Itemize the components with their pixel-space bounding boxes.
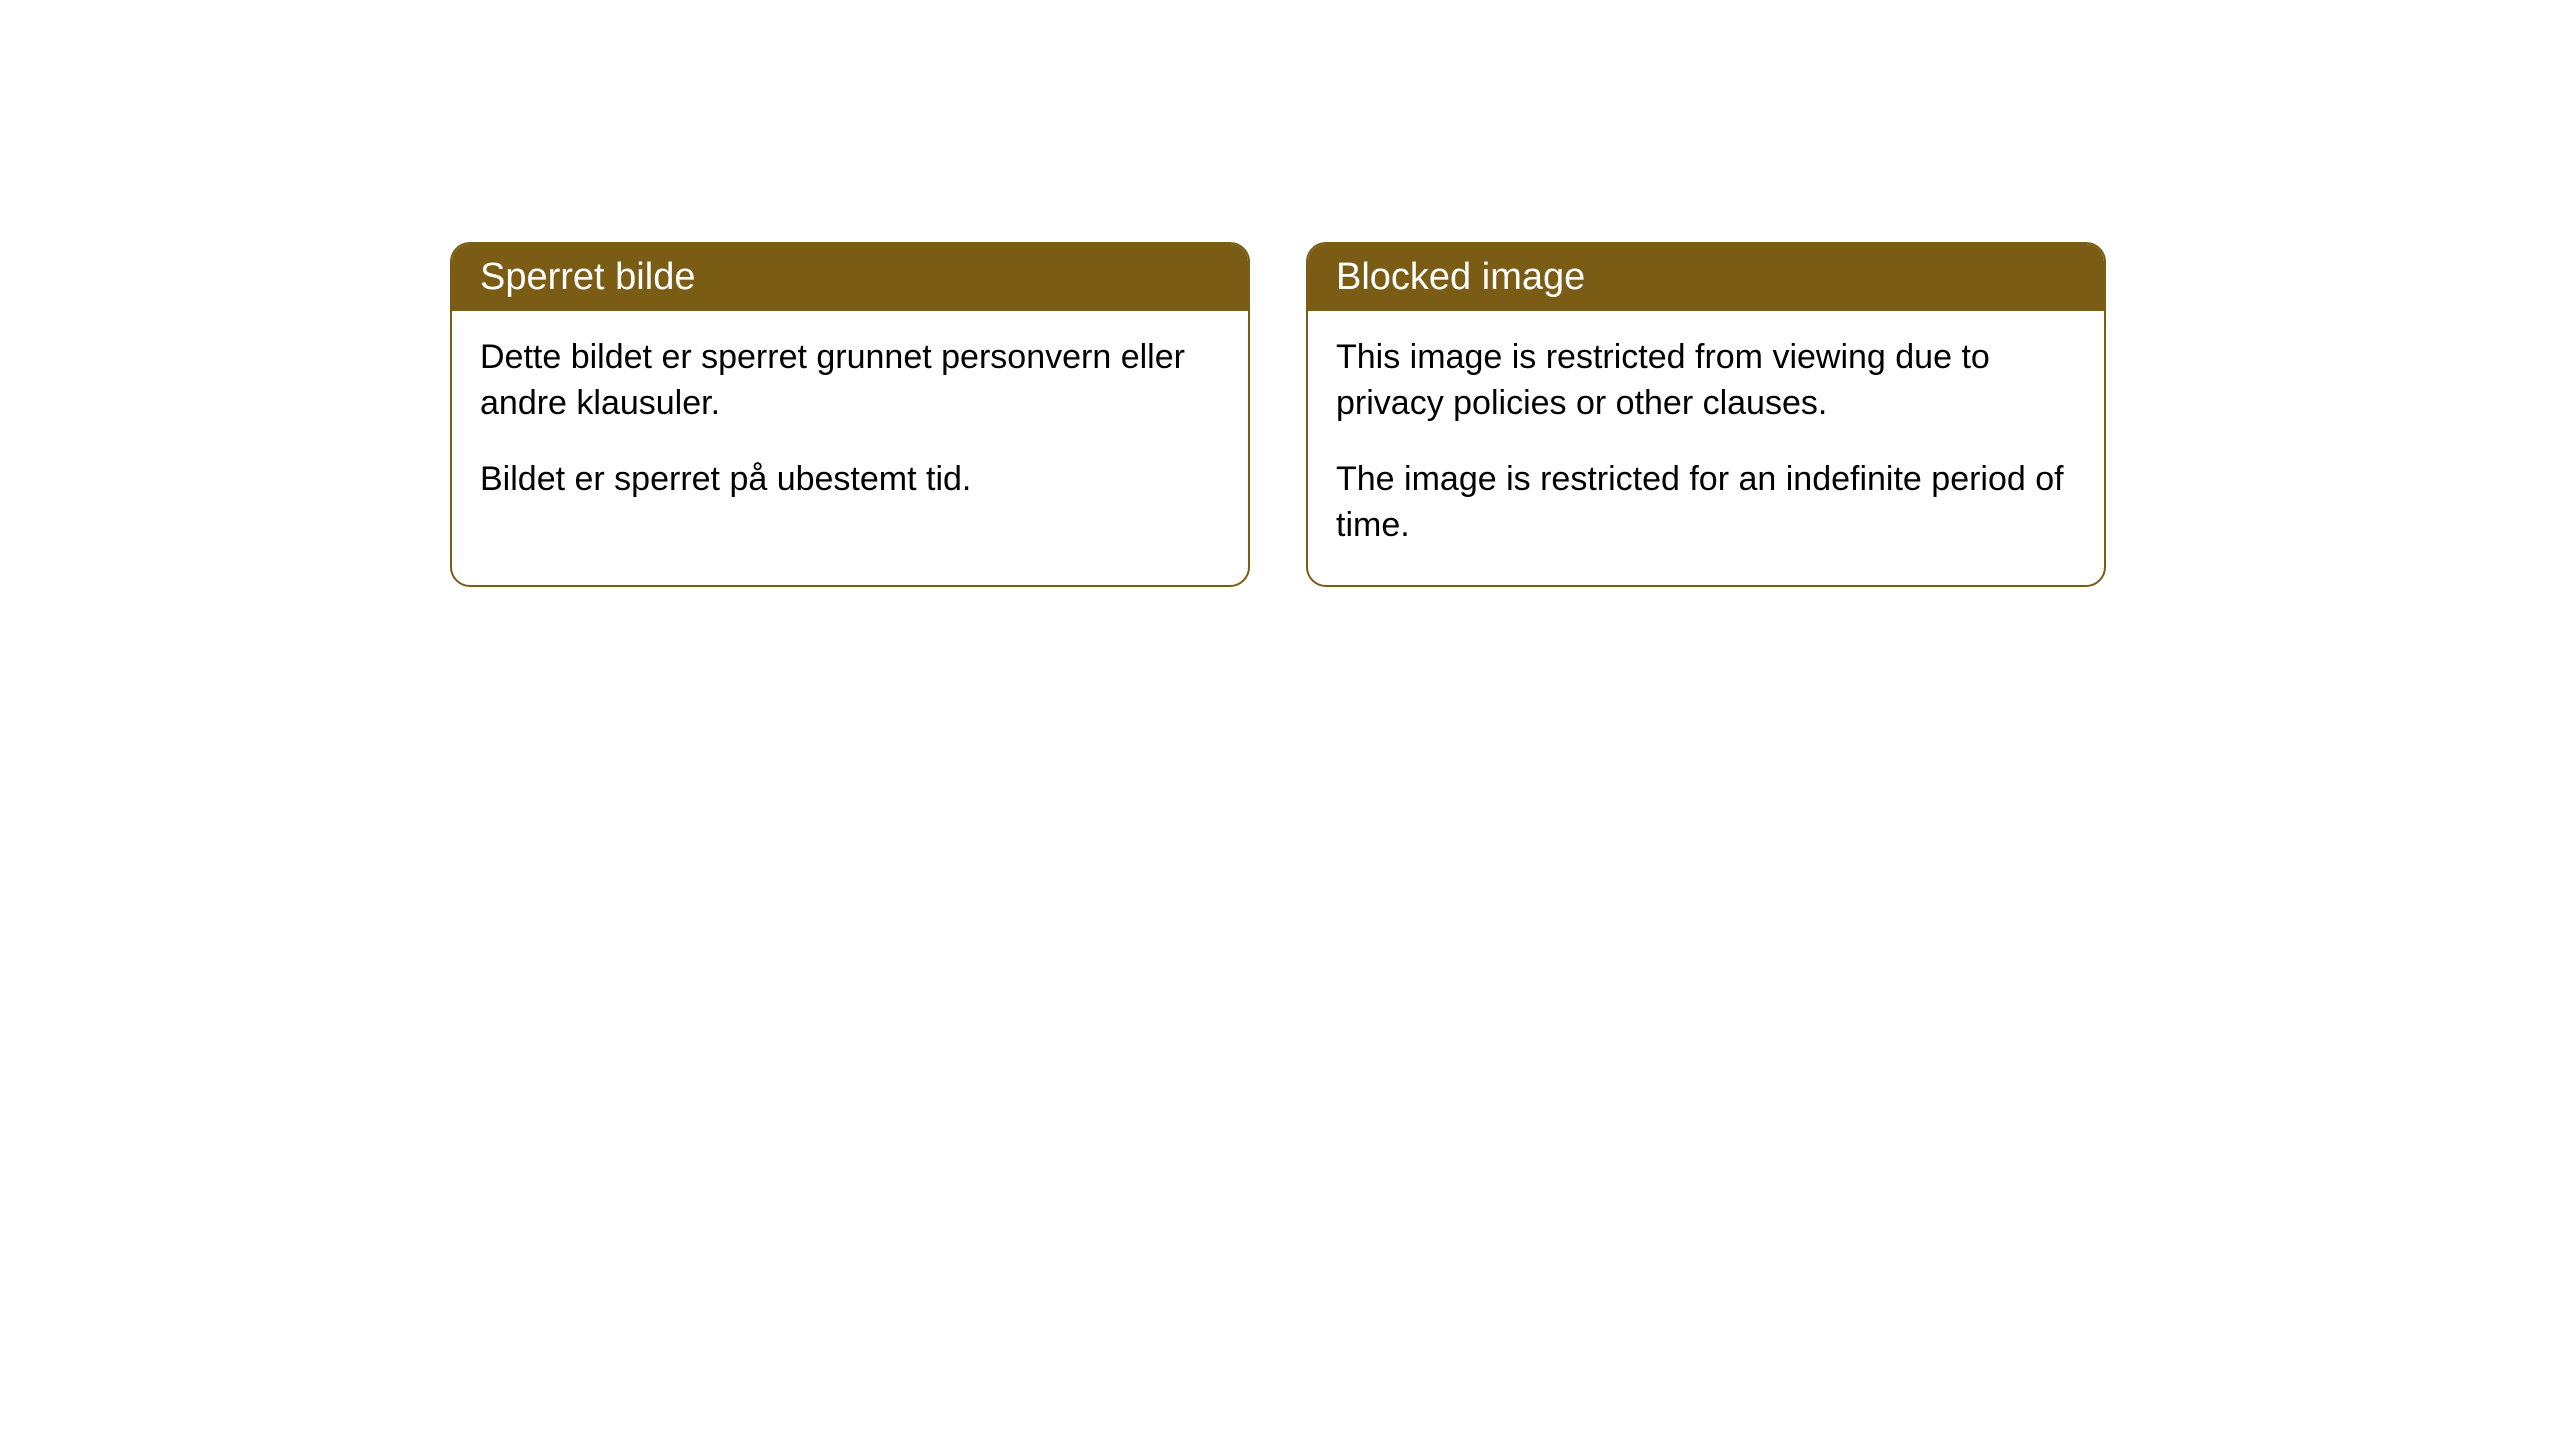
- card-paragraph: The image is restricted for an indefinit…: [1336, 457, 2076, 549]
- card-body: Dette bildet er sperret grunnet personve…: [452, 311, 1248, 539]
- notice-container: Sperret bilde Dette bildet er sperret gr…: [450, 242, 2106, 587]
- card-header: Blocked image: [1308, 244, 2104, 311]
- card-header: Sperret bilde: [452, 244, 1248, 311]
- card-paragraph: This image is restricted from viewing du…: [1336, 335, 2076, 427]
- card-title: Sperret bilde: [480, 256, 695, 298]
- card-body: This image is restricted from viewing du…: [1308, 311, 2104, 585]
- card-title: Blocked image: [1336, 256, 1585, 298]
- card-paragraph: Dette bildet er sperret grunnet personve…: [480, 335, 1220, 427]
- notice-card-english: Blocked image This image is restricted f…: [1306, 242, 2106, 587]
- card-paragraph: Bildet er sperret på ubestemt tid.: [480, 457, 1220, 503]
- notice-card-norwegian: Sperret bilde Dette bildet er sperret gr…: [450, 242, 1250, 587]
